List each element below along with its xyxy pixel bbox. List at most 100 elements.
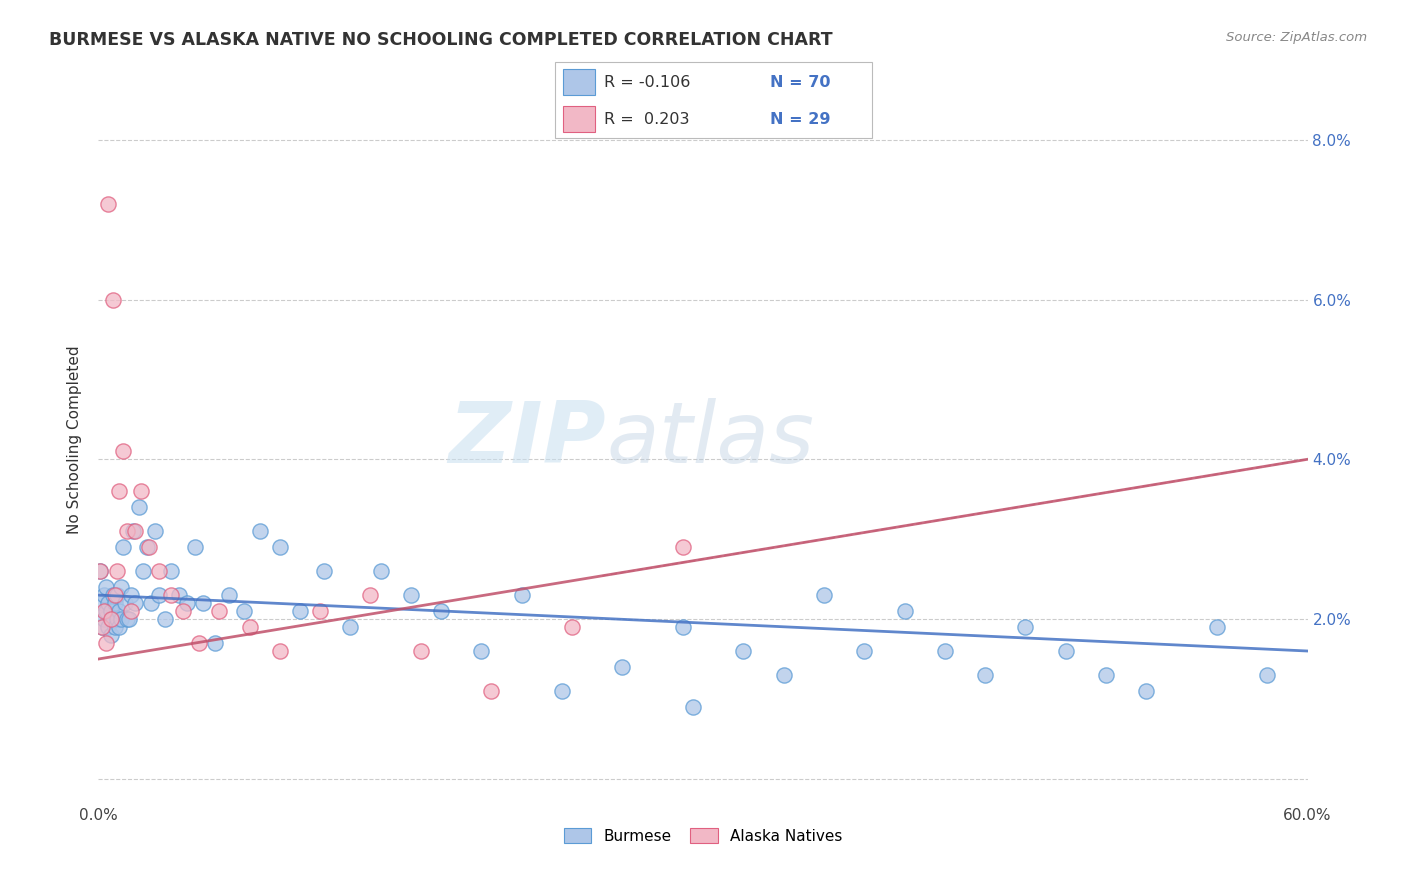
Point xyxy=(893,604,915,618)
Point xyxy=(129,484,152,499)
Point xyxy=(97,596,120,610)
Point xyxy=(148,588,170,602)
Point xyxy=(188,636,211,650)
Point xyxy=(120,604,142,618)
Point xyxy=(138,540,160,554)
Point xyxy=(111,540,134,554)
Text: N = 70: N = 70 xyxy=(770,75,831,90)
Point xyxy=(91,596,114,610)
FancyBboxPatch shape xyxy=(555,62,872,138)
Point xyxy=(107,620,129,634)
Point xyxy=(208,604,231,618)
Point xyxy=(561,620,583,634)
Point xyxy=(110,580,132,594)
Text: atlas: atlas xyxy=(606,398,814,481)
Point xyxy=(974,668,997,682)
Point xyxy=(107,604,129,618)
Point xyxy=(114,596,136,610)
Point xyxy=(139,596,162,610)
Text: N = 29: N = 29 xyxy=(770,112,831,127)
Point xyxy=(934,644,956,658)
Point xyxy=(269,540,291,554)
Point xyxy=(1095,668,1118,682)
Point xyxy=(93,588,115,602)
Point xyxy=(249,524,271,538)
Point xyxy=(153,612,176,626)
Point xyxy=(672,620,695,634)
Point xyxy=(128,500,150,515)
Point xyxy=(239,620,262,634)
Point xyxy=(470,644,492,658)
Point xyxy=(110,612,132,626)
Point xyxy=(193,596,215,610)
Point xyxy=(91,620,114,634)
Point xyxy=(101,612,124,626)
Point xyxy=(124,524,146,538)
Point xyxy=(409,644,432,658)
Point xyxy=(309,604,332,618)
Point xyxy=(430,604,453,618)
Point xyxy=(160,564,183,578)
Point xyxy=(105,564,128,578)
Point xyxy=(682,700,704,714)
Point xyxy=(100,604,122,618)
Point xyxy=(120,588,142,602)
Point xyxy=(96,604,118,618)
Point xyxy=(100,612,122,626)
Point xyxy=(121,524,143,538)
Point xyxy=(118,612,141,626)
Point xyxy=(1135,684,1157,698)
Point xyxy=(510,588,533,602)
Point xyxy=(93,604,115,618)
Point xyxy=(551,684,574,698)
Point xyxy=(672,540,695,554)
Point xyxy=(96,636,118,650)
Point xyxy=(1054,644,1077,658)
Point xyxy=(218,588,240,602)
FancyBboxPatch shape xyxy=(564,70,595,95)
Point xyxy=(339,620,361,634)
Point xyxy=(132,564,155,578)
Point xyxy=(399,588,422,602)
Point xyxy=(115,524,138,538)
Text: R =  0.203: R = 0.203 xyxy=(605,112,690,127)
Point xyxy=(1014,620,1036,634)
Point xyxy=(115,612,138,626)
Point xyxy=(160,588,183,602)
Point xyxy=(97,196,120,211)
Text: Source: ZipAtlas.com: Source: ZipAtlas.com xyxy=(1226,31,1367,45)
Point xyxy=(314,564,336,578)
Point xyxy=(89,564,111,578)
Text: R = -0.106: R = -0.106 xyxy=(605,75,690,90)
Point xyxy=(232,604,254,618)
Text: BURMESE VS ALASKA NATIVE NO SCHOOLING COMPLETED CORRELATION CHART: BURMESE VS ALASKA NATIVE NO SCHOOLING CO… xyxy=(49,31,832,49)
Point xyxy=(91,620,114,634)
Point xyxy=(103,596,125,610)
Point xyxy=(184,540,207,554)
Point xyxy=(103,588,125,602)
Point xyxy=(1206,620,1229,634)
Point xyxy=(143,524,166,538)
Point xyxy=(107,484,129,499)
Point xyxy=(269,644,291,658)
Point xyxy=(772,668,794,682)
FancyBboxPatch shape xyxy=(564,106,595,132)
Point xyxy=(148,564,170,578)
Point xyxy=(93,612,115,626)
Point xyxy=(124,596,146,610)
Point xyxy=(204,636,226,650)
Legend: Burmese, Alaska Natives: Burmese, Alaska Natives xyxy=(558,822,848,850)
Point xyxy=(733,644,755,658)
Point xyxy=(103,620,125,634)
Text: ZIP: ZIP xyxy=(449,398,606,481)
Point xyxy=(89,564,111,578)
Point xyxy=(370,564,392,578)
Point xyxy=(105,612,128,626)
Point xyxy=(167,588,190,602)
Point xyxy=(101,588,124,602)
Point xyxy=(172,604,194,618)
Point xyxy=(97,620,120,634)
Point xyxy=(101,293,124,307)
Point xyxy=(1256,668,1278,682)
Point xyxy=(813,588,835,602)
